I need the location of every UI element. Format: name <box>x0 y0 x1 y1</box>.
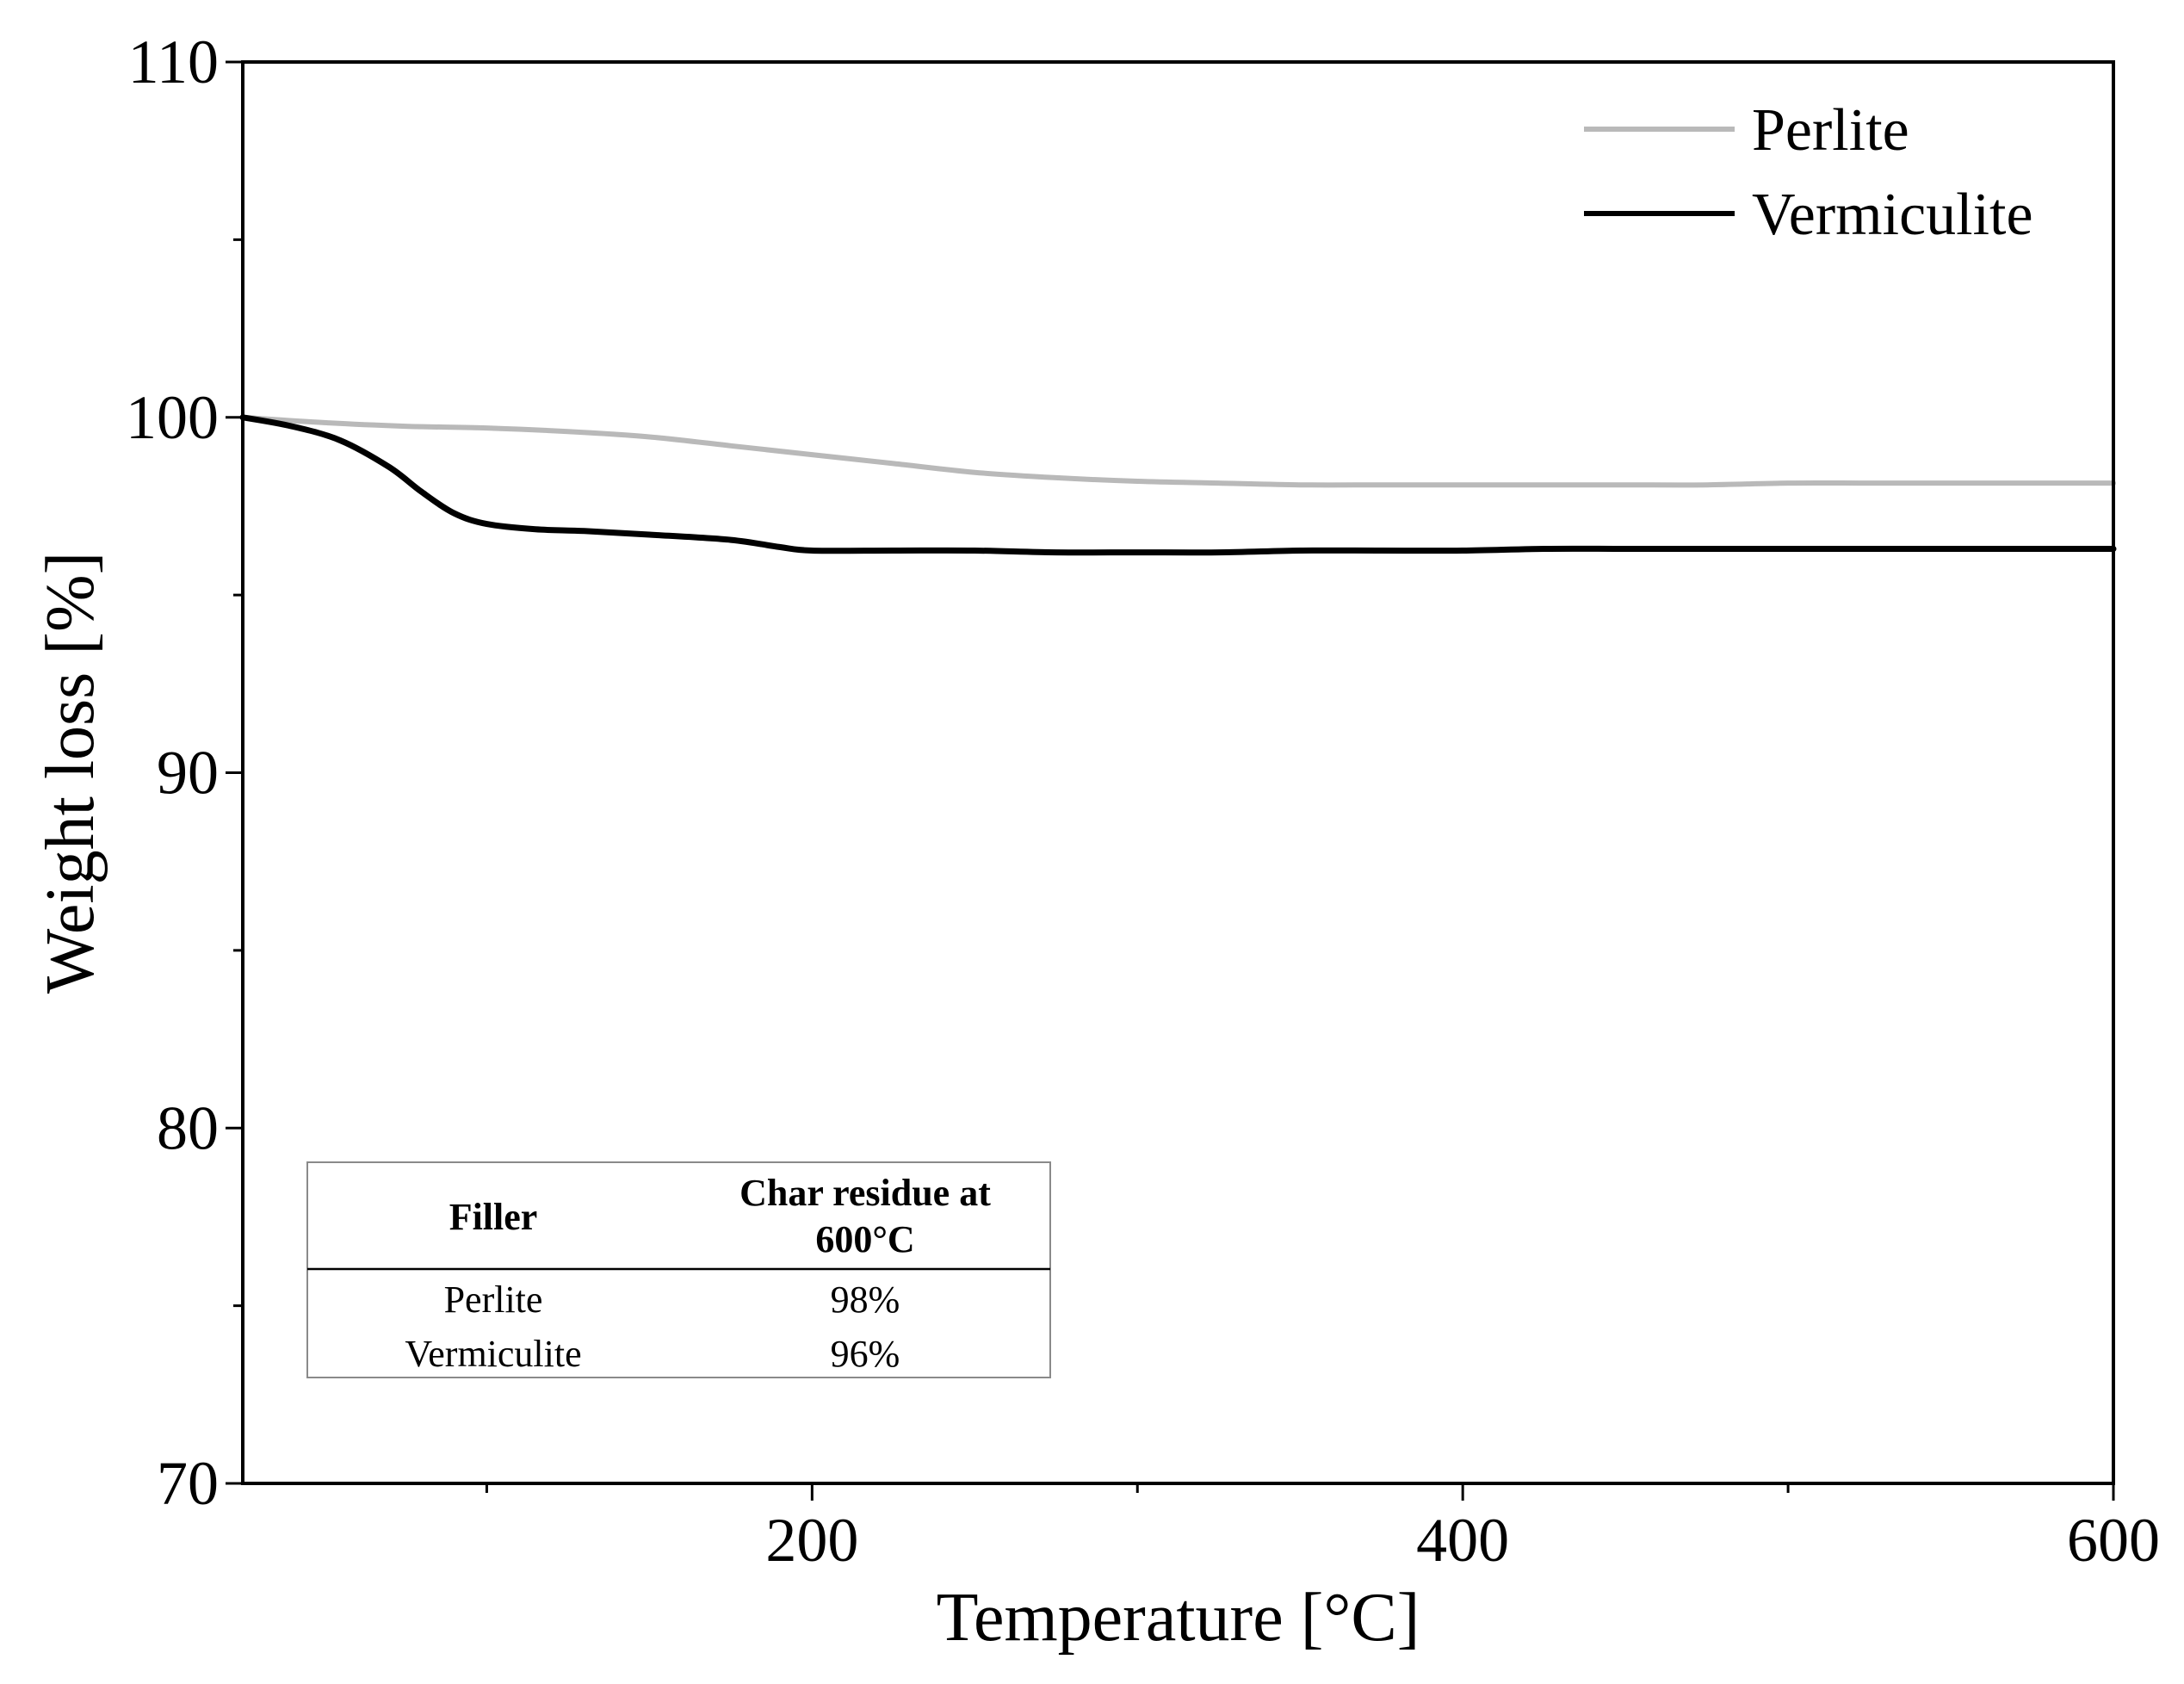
x-tick-label: 200 <box>765 1506 858 1575</box>
y-tick-label: 100 <box>126 383 219 452</box>
table-header-char-residue: Char residue at 600°C <box>739 1172 991 1260</box>
y-tick-label: 70 <box>157 1449 219 1518</box>
table-cell-filler: Perlite <box>444 1278 543 1321</box>
x-tick-label: 600 <box>2067 1506 2160 1575</box>
y-tick-label: 110 <box>128 28 219 96</box>
legend: Perlite Vermiculite <box>1584 97 2033 248</box>
x-axis-title: Temperature [°C] <box>937 1580 1420 1656</box>
table-cell-filler: Vermiculite <box>405 1333 581 1375</box>
table-header-line: Char residue at <box>739 1172 991 1214</box>
table-header-line: 600°C <box>815 1218 914 1260</box>
inset-table: Filler Char residue at 600°C Perlite 98% … <box>306 1161 1051 1378</box>
table-cell-residue: 96% <box>831 1333 900 1375</box>
series-line-vermiculite <box>239 414 2117 556</box>
legend-label-vermiculite: Vermiculite <box>1752 182 2033 248</box>
ticks-layer: 70 80 90 100 110 200 400 600 <box>126 28 2160 1575</box>
table-cell-residue: 98% <box>831 1278 900 1321</box>
table-header-filler: Filler <box>449 1196 538 1238</box>
series-line-perlite <box>240 414 2116 488</box>
legend-label-perlite: Perlite <box>1752 97 1909 164</box>
y-tick-label: 80 <box>157 1093 219 1162</box>
series-layer <box>239 414 2117 556</box>
x-tick-label: 400 <box>1416 1506 1509 1575</box>
y-tick-label: 90 <box>157 739 219 808</box>
y-axis-title: Weight loss [%] <box>33 552 108 994</box>
